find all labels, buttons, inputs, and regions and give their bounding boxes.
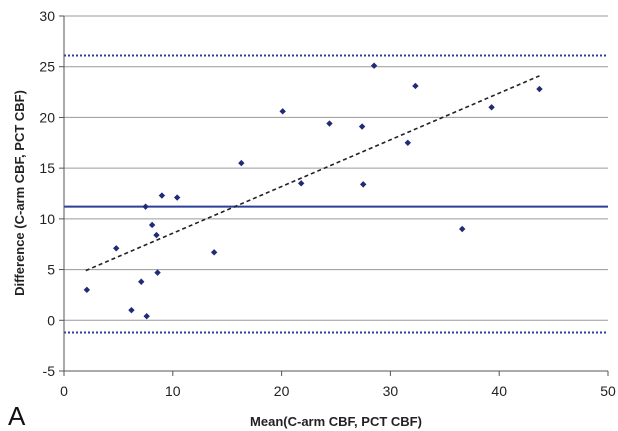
- data-point-3: [138, 278, 145, 285]
- data-point-12: [238, 159, 245, 167]
- axes: [59, 15, 609, 376]
- data-point-15: [326, 120, 333, 127]
- data-point-9: [158, 192, 166, 199]
- x-tick-label-1: 10: [165, 383, 181, 399]
- trend-line-group: [85, 75, 540, 272]
- y-tick-label-0: -5: [43, 363, 56, 379]
- data-point-8: [154, 269, 161, 276]
- trend-line: [85, 75, 540, 272]
- data-point-17: [360, 181, 367, 188]
- gridlines: [64, 15, 608, 372]
- x-axis-title: Mean(C-arm CBF, PCT CBF): [250, 414, 422, 429]
- x-tick-label-4: 40: [491, 383, 507, 399]
- x-tick-labels: 0 10 20 30 40 50: [60, 383, 616, 399]
- data-point-23: [536, 85, 543, 93]
- y-tick-label-2: 5: [47, 262, 55, 278]
- data-point-0: [83, 286, 91, 294]
- data-point-18: [370, 62, 378, 69]
- panel-label: A: [8, 401, 26, 431]
- data-point-11: [210, 249, 218, 256]
- y-tick-labels: -5 0 5 10 15 20 25 30: [39, 8, 55, 379]
- y-tick-label-5: 20: [39, 109, 55, 125]
- data-point-21: [459, 225, 466, 233]
- data-point-2: [128, 306, 135, 314]
- data-point-1: [113, 245, 120, 252]
- y-tick-label-7: 30: [39, 8, 55, 24]
- x-tick-label-0: 0: [60, 383, 68, 399]
- data-point-7: [153, 231, 160, 239]
- y-tick-label-6: 25: [39, 59, 55, 75]
- data-point-22: [488, 104, 495, 111]
- data-point-19: [404, 139, 412, 146]
- y-tick-label-1: 0: [47, 312, 55, 328]
- data-point-16: [358, 123, 366, 130]
- data-point-10: [173, 194, 181, 201]
- data-point-20: [412, 82, 419, 90]
- y-axis-title: Difference (C-arm CBF, PCT CBF): [12, 90, 27, 296]
- x-tick-label-2: 20: [274, 383, 290, 399]
- reference-lines: [64, 54, 608, 334]
- y-tick-label-4: 15: [39, 160, 55, 176]
- y-tick-label-3: 10: [39, 211, 55, 227]
- data-point-6: [148, 221, 156, 229]
- x-tick-label-5: 50: [600, 383, 616, 399]
- x-tick-label-3: 30: [383, 383, 399, 399]
- data-point-5: [143, 313, 150, 320]
- data-point-14: [297, 180, 305, 187]
- data-points: [83, 62, 543, 320]
- data-point-13: [279, 108, 286, 115]
- data-point-4: [142, 203, 149, 210]
